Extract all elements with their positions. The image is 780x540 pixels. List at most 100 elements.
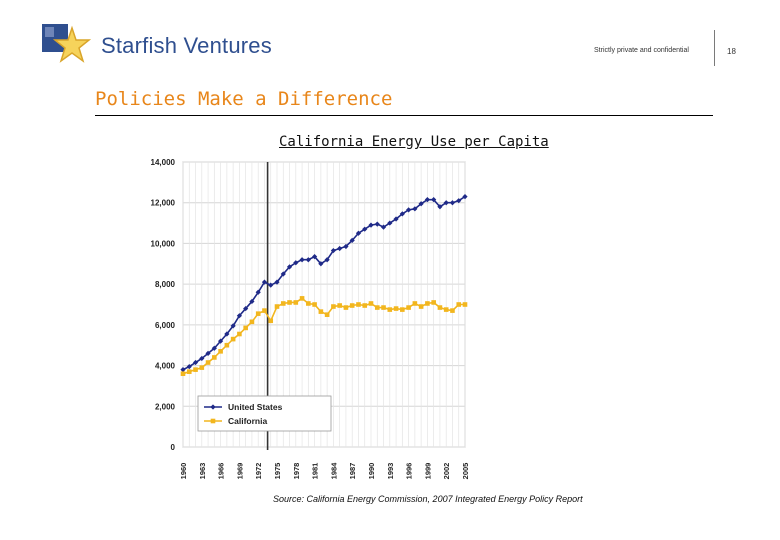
data-point [431,197,437,203]
data-point [337,303,342,308]
x-tick-label: 1987 [348,463,357,480]
data-point [462,302,468,307]
page-number: 18 [727,47,736,56]
data-point [199,365,205,370]
data-point [312,302,317,307]
data-point [268,282,274,288]
data-point [418,201,424,207]
title-underline [95,115,713,116]
data-point [349,237,355,243]
data-point [299,296,305,301]
data-point [443,307,449,312]
data-point [180,367,186,373]
data-point [180,371,186,377]
legend-label: United States [228,402,283,412]
data-point [268,318,274,324]
data-point [306,301,311,306]
legend-marker [210,418,216,424]
data-point [193,367,198,372]
data-point [374,221,380,227]
data-point [425,301,430,306]
x-tick-label: 1966 [217,463,226,480]
y-tick-label: 8,000 [155,280,176,289]
x-tick-label: 1972 [254,463,263,480]
x-tick-label: 1969 [235,463,244,480]
data-point [230,323,236,329]
data-point [205,360,211,365]
data-point [449,200,456,206]
data-point [399,211,405,217]
series-line-california [182,297,465,375]
x-tick-label: 1963 [198,463,207,480]
data-point [243,325,248,331]
header-divider [714,30,715,66]
x-tick-label: 1975 [273,463,282,480]
x-tick-label: 1981 [311,463,320,480]
data-point [380,224,387,230]
x-tick-label: 1984 [329,462,338,480]
source-note: Source: California Energy Commission, 20… [273,494,583,504]
legend-box [197,395,332,432]
confidential-notice: Strictly private and confidential [594,47,689,54]
data-point [368,222,374,228]
data-point [437,305,443,310]
data-point [393,216,399,222]
data-point [274,304,280,309]
data-point [362,226,368,232]
data-point [230,336,236,342]
x-tick-label: 1960 [179,463,188,480]
data-point [450,308,455,313]
data-point [431,300,436,305]
data-point [418,304,424,309]
y-tick-label: 4,000 [155,362,176,371]
x-tick-label: 1996 [405,463,414,480]
data-point [186,369,192,374]
x-tick-label: 1999 [423,463,432,480]
slide-title: Policies Make a Difference [95,88,393,110]
x-tick-label: 2002 [442,463,451,480]
brand-name: Starfish Ventures [101,33,272,58]
data-point [249,319,255,325]
x-tick-label: 1993 [386,463,395,480]
data-point [318,309,324,314]
data-point [362,303,368,308]
data-point [443,200,449,206]
data-point [343,305,349,310]
x-tick-label: 1978 [292,463,301,480]
data-point [387,307,393,312]
y-tick-label: 2,000 [155,402,176,411]
data-point [356,302,361,307]
data-point [224,342,230,348]
data-point [374,305,380,310]
data-point [406,207,412,213]
data-point [355,230,362,236]
data-point [456,302,462,307]
x-tick-label: 1990 [367,463,376,480]
data-point [368,301,374,306]
data-point [274,279,280,285]
data-point [218,349,223,354]
data-point [462,194,468,200]
y-tick-label: 14,000 [151,158,176,167]
data-point [406,305,411,310]
y-tick-label: 12,000 [151,199,176,208]
data-point [393,306,399,311]
data-point [293,300,299,305]
legend-marker [210,404,216,410]
data-point [456,198,462,204]
data-point [412,301,418,306]
data-point [400,307,405,312]
data-point [424,197,430,203]
y-tick-label: 6,000 [155,321,176,330]
energy-use-chart: 0 2,000 4,000 6,000 8,000 10,000 12,000 14,000 1… [151,158,470,480]
x-tick-label: 2005 [461,463,470,480]
y-tick-label: 10,000 [151,239,176,248]
starfish-logo-icon [42,24,98,68]
data-point [186,363,192,370]
data-point [255,311,261,316]
data-point [381,305,386,310]
y-tick-label: 0 [171,443,176,452]
data-point [224,331,230,337]
legend-label: California [228,416,267,426]
data-point [212,355,217,360]
